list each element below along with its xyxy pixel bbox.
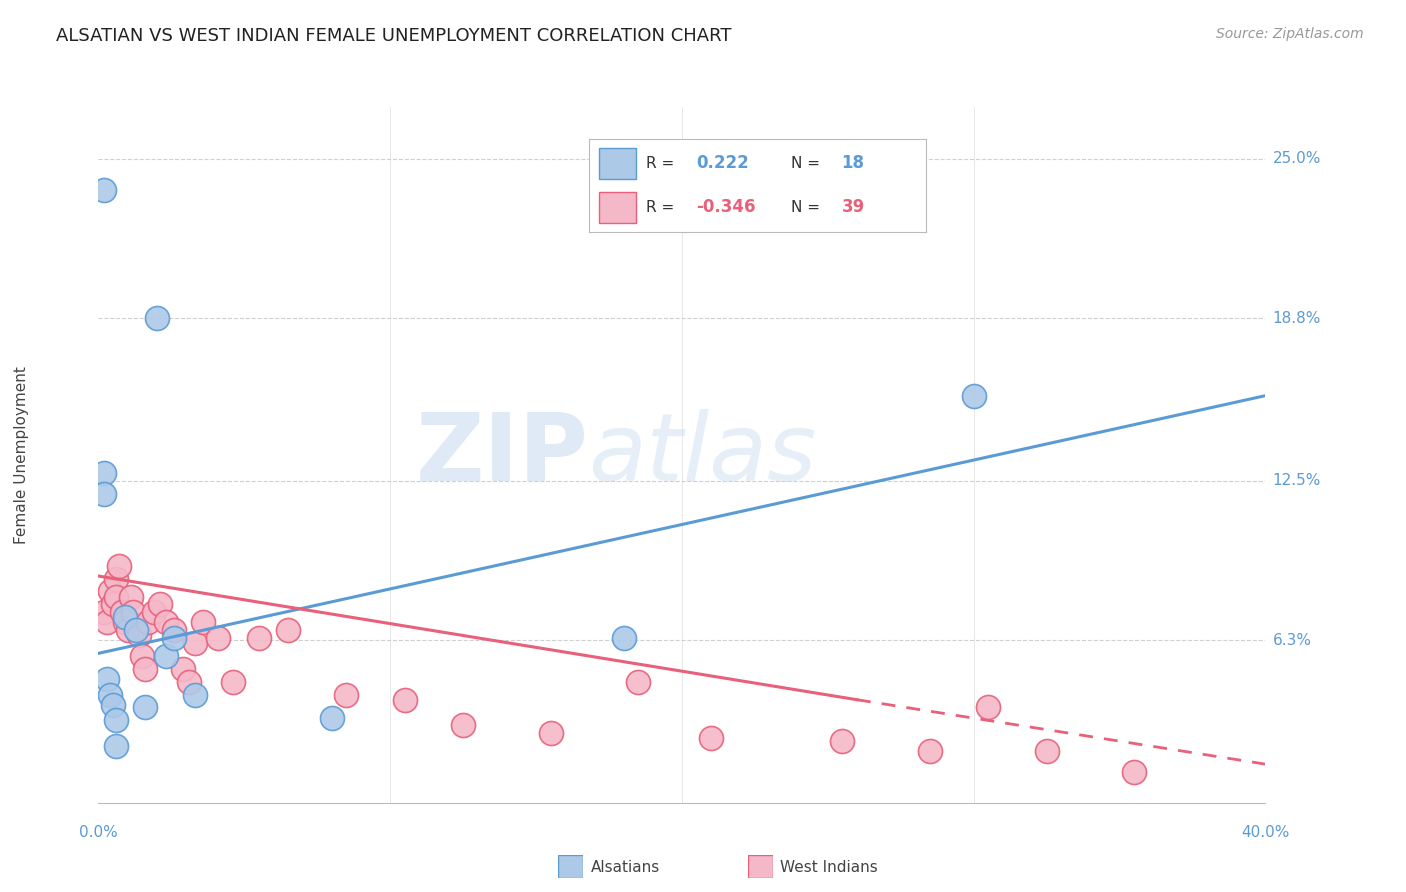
Point (335, 688, 357, 702)
FancyBboxPatch shape (599, 148, 636, 179)
Point (394, 692, 416, 706)
Point (104, 590, 127, 604)
Text: R =: R = (645, 200, 679, 215)
Text: -0.346: -0.346 (696, 198, 756, 217)
Text: ZIP: ZIP (416, 409, 589, 501)
Point (183, 636, 205, 650)
Text: West Indians: West Indians (780, 860, 879, 874)
Text: atlas: atlas (589, 409, 817, 500)
Point (627, 674, 650, 689)
Point (101, 698, 124, 712)
Point (612, 631, 634, 645)
Point (247, 631, 270, 645)
Point (277, 623, 299, 637)
Point (93, 466, 115, 480)
Text: 39: 39 (842, 198, 865, 217)
Point (831, 734, 853, 748)
Text: Female Unemployment: Female Unemployment (14, 366, 28, 544)
Point (104, 739, 127, 753)
Text: 12.5%: 12.5% (1272, 473, 1320, 488)
FancyBboxPatch shape (599, 192, 636, 223)
Point (146, 311, 169, 326)
Point (155, 615, 177, 630)
Text: R =: R = (645, 156, 679, 171)
Point (134, 662, 156, 676)
Point (177, 674, 200, 689)
Point (540, 726, 562, 740)
Point (321, 711, 343, 725)
Point (136, 615, 159, 630)
Point (101, 598, 124, 612)
Point (155, 648, 177, 663)
Point (93, 486, 115, 500)
Point (977, 700, 1000, 714)
Point (183, 688, 205, 702)
Point (700, 731, 723, 746)
Point (1035, 744, 1057, 758)
Text: Alsatians: Alsatians (591, 860, 659, 874)
Point (962, 389, 984, 403)
Point (117, 623, 139, 637)
Text: 40.0%: 40.0% (1241, 825, 1289, 840)
Text: 18: 18 (842, 154, 865, 172)
Text: 6.3%: 6.3% (1272, 633, 1312, 648)
Point (108, 558, 131, 573)
Point (98, 584, 121, 599)
Text: 0.0%: 0.0% (79, 825, 118, 840)
Point (93, 605, 115, 619)
Point (93, 182, 115, 196)
Point (451, 718, 474, 732)
Text: N =: N = (792, 200, 825, 215)
Text: 0.222: 0.222 (696, 154, 749, 172)
Text: 18.8%: 18.8% (1272, 310, 1320, 326)
Point (125, 623, 148, 637)
Point (163, 623, 186, 637)
Point (114, 610, 136, 624)
Point (207, 631, 229, 645)
Text: ALSATIAN VS WEST INDIAN FEMALE UNEMPLOYMENT CORRELATION CHART: ALSATIAN VS WEST INDIAN FEMALE UNEMPLOYM… (56, 27, 731, 45)
Text: Source: ZipAtlas.com: Source: ZipAtlas.com (1216, 27, 1364, 41)
Point (163, 631, 186, 645)
Point (142, 605, 165, 619)
Point (114, 615, 136, 630)
Point (193, 615, 215, 630)
Point (134, 700, 156, 714)
Point (172, 662, 194, 676)
Point (120, 590, 142, 604)
Point (96, 672, 118, 686)
Point (128, 628, 150, 642)
Point (131, 648, 153, 663)
Text: 25.0%: 25.0% (1272, 151, 1320, 166)
Point (104, 572, 127, 586)
Point (104, 714, 127, 728)
Point (1123, 764, 1146, 779)
Text: N =: N = (792, 156, 825, 171)
Point (96, 615, 118, 630)
Point (98, 688, 121, 702)
Point (122, 605, 145, 619)
Point (149, 598, 172, 612)
Point (221, 674, 243, 689)
Point (918, 744, 941, 758)
Point (111, 605, 134, 619)
